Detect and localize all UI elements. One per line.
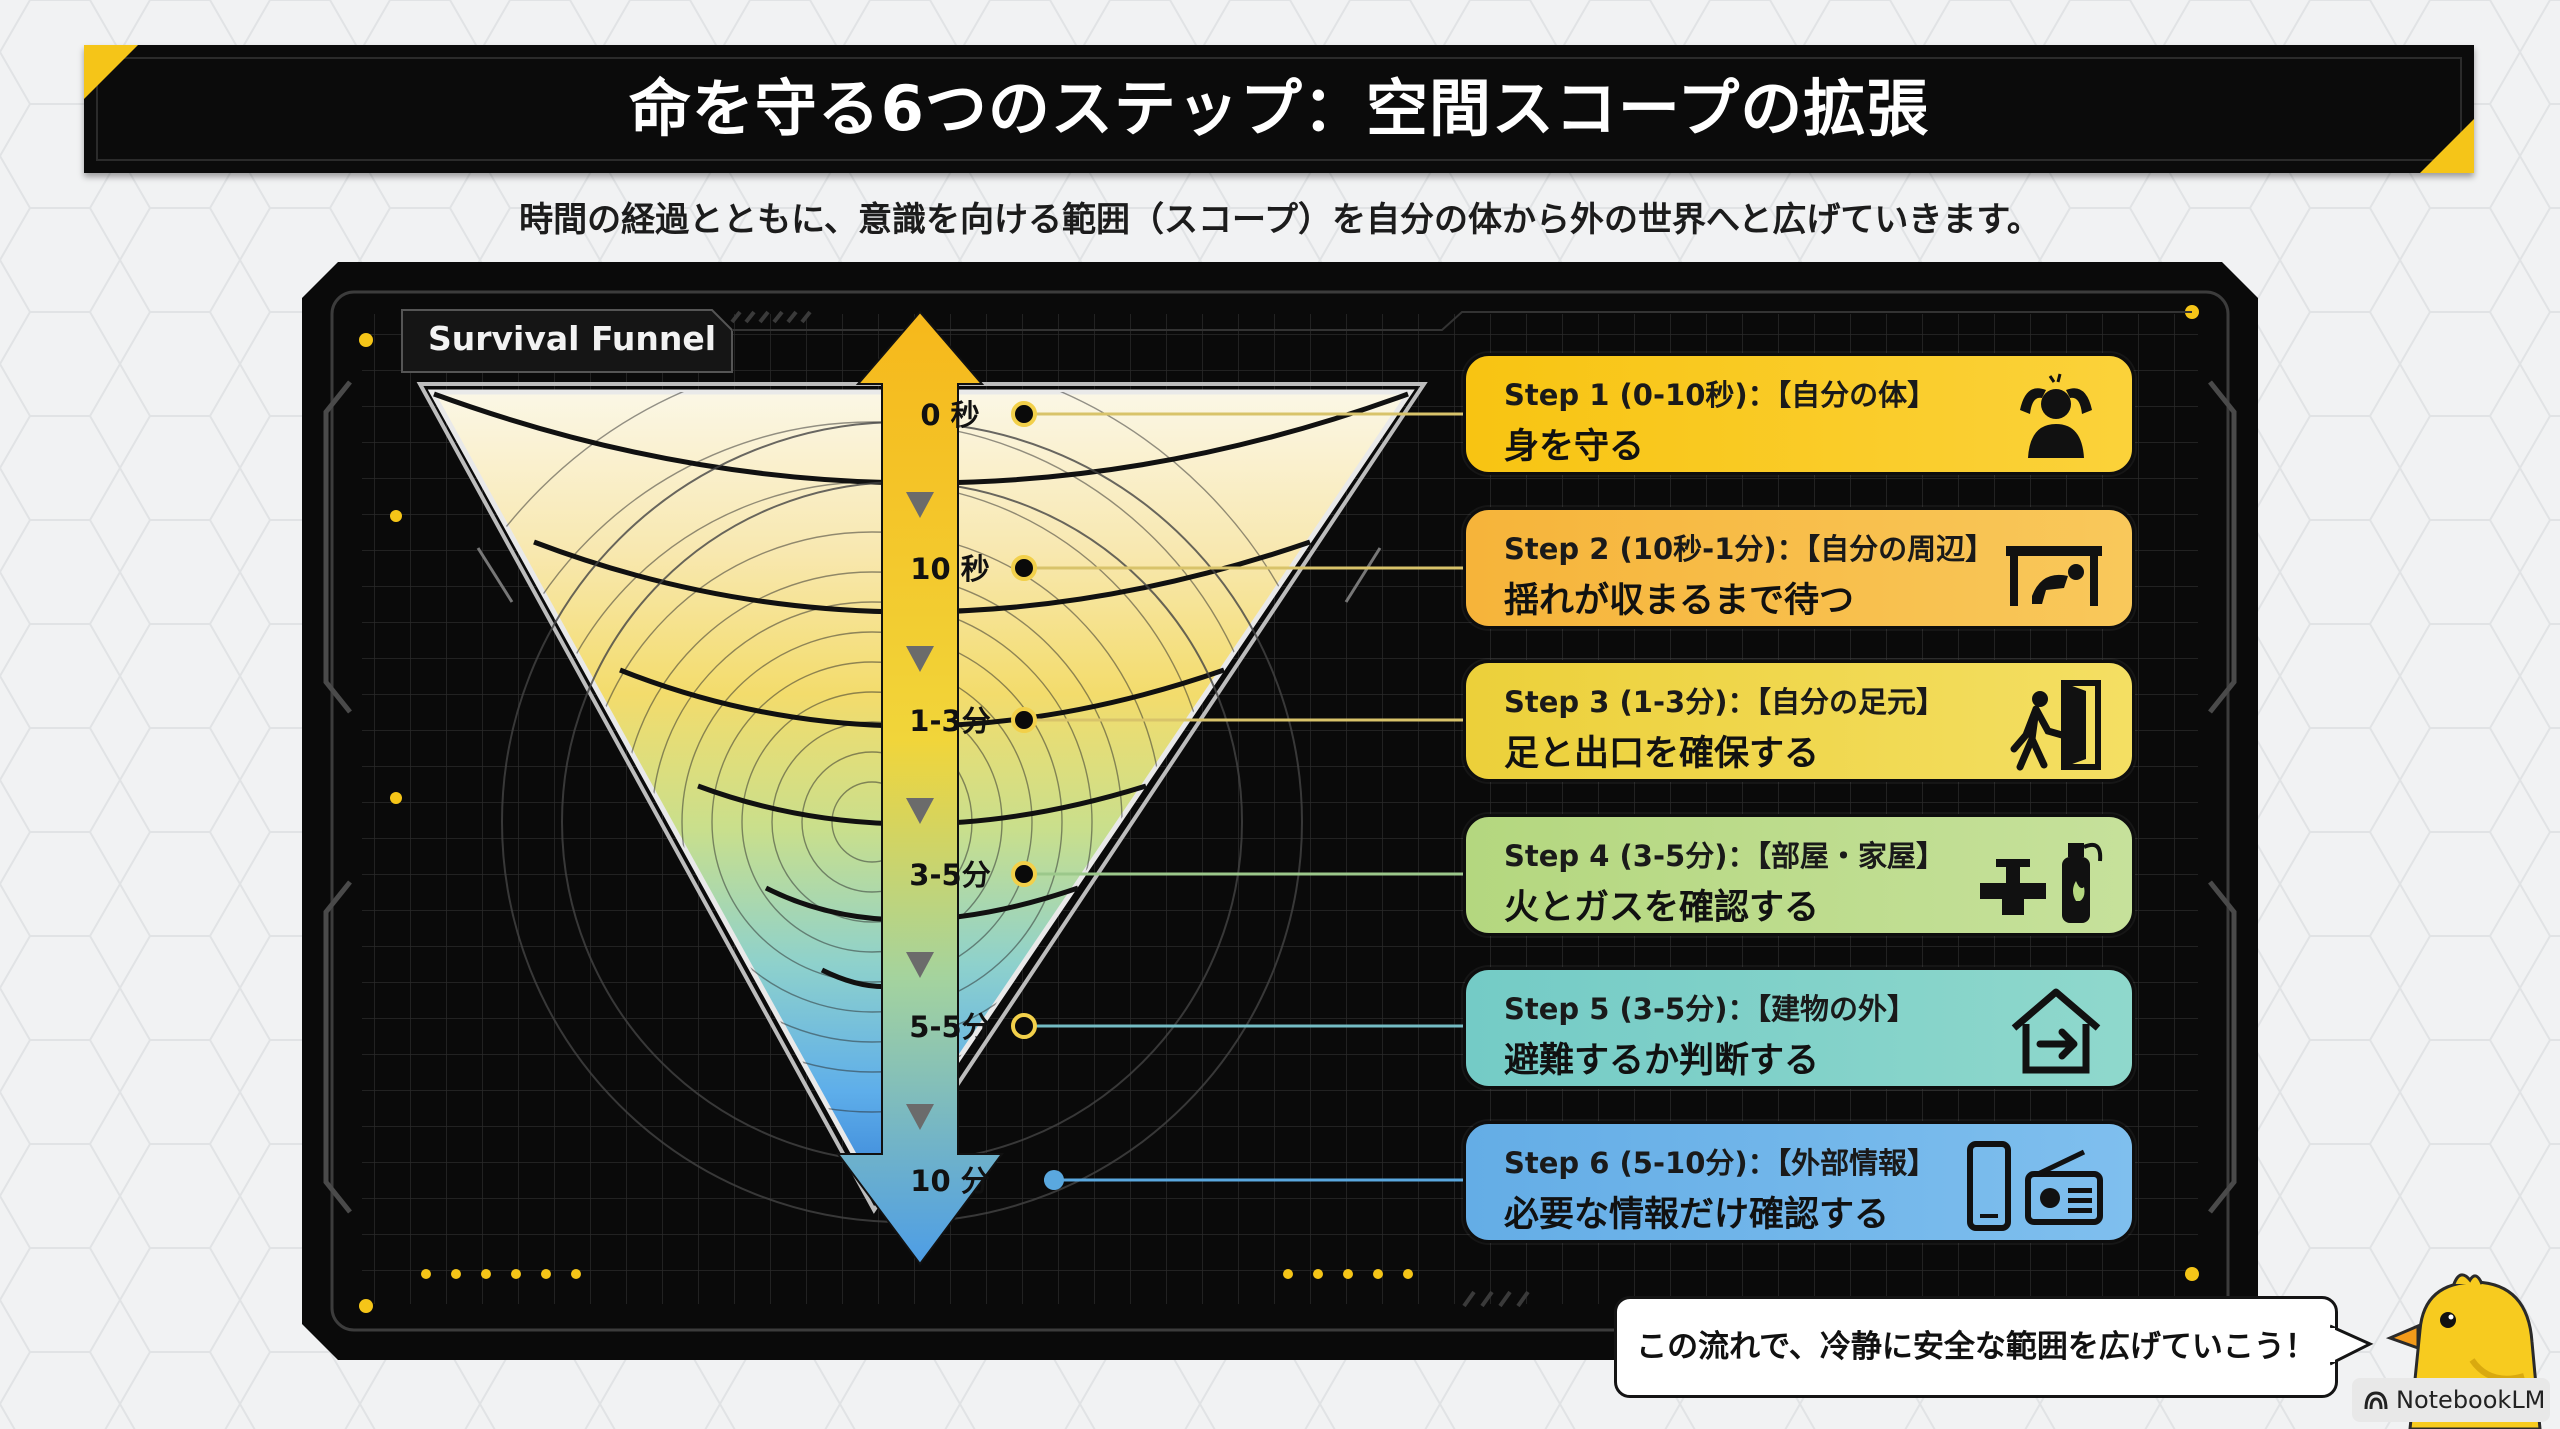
funnel-label: Survival Funnel [428, 319, 717, 358]
step-heading: Step 3 (1-3分)：【自分の足元】 [1504, 685, 1945, 719]
timeline-label-3-5min: 3-5分 [909, 858, 991, 892]
page-title: 命を守る6つのステップ：空間スコープの拡張 [628, 72, 1930, 145]
head-protect-icon [2020, 373, 2092, 458]
title-corner-accent [2420, 119, 2474, 173]
timeline-label-1-3min: 1-3分 [909, 704, 991, 738]
page-subtitle: 時間の経過とともに、意識を向ける範囲（スコープ）を自分の体から外の世界へと広げて… [519, 200, 2041, 240]
step-action: 火とガスを確認する [1504, 888, 1820, 928]
step-heading: Step 6 (5-10分)：【外部情報】 [1504, 1146, 1937, 1180]
step-action: 身を守る [1504, 427, 1645, 467]
step-card-5: Step 5 (3-5分)：【建物の外】 避難するか判断する [1463, 967, 2135, 1089]
step-card-2: Step 2 (10秒-1分)：【自分の周辺】 揺れが収まるまで待つ [1463, 507, 2135, 629]
title-corner-accent [84, 45, 138, 99]
step-heading: Step 5 (3-5分)：【建物の外】 [1504, 992, 1916, 1026]
step-heading: Step 2 (10秒-1分)：【自分の周辺】 [1504, 532, 1995, 566]
house-exit-icon [2011, 988, 2101, 1074]
title-inner-border [96, 57, 2462, 161]
step-card-3: Step 3 (1-3分)：【自分の足元】 足と出口を確保する [1463, 660, 2135, 782]
phone-radio-icon [1967, 1141, 2103, 1231]
timeline-label-5-5min: 5-5分 [909, 1010, 991, 1044]
timeline-label-10s: 10 秒 [910, 552, 990, 586]
step-card-6: Step 6 (5-10分)：【外部情報】 必要な情報だけ確認する [1463, 1121, 2135, 1243]
notebooklm-logo-icon [2364, 1391, 2388, 1410]
step-card-1: Step 1 (0-10秒)：【自分の体】 身を守る [1463, 353, 2135, 475]
step-action: 必要な情報だけ確認する [1504, 1195, 1890, 1235]
exit-door-icon [2010, 680, 2101, 771]
speech-bubble-text: この流れで、冷静に安全な範囲を広げていこう！ [1636, 1329, 2316, 1365]
step-heading: Step 4 (3-5分)：【部屋・家屋】 [1504, 839, 1945, 873]
speech-bubble: この流れで、冷静に安全な範囲を広げていこう！ [1614, 1296, 2338, 1398]
timeline-label-0s: 0 秒 [920, 398, 980, 432]
step-action: 揺れが収まるまで待つ [1504, 581, 1855, 621]
timeline-label-10min: 10 分 [910, 1164, 990, 1198]
step-action: 足と出口を確保する [1504, 734, 1820, 774]
crouch-under-table-icon [2006, 546, 2102, 606]
title-banner: 命を守る6つのステップ：空間スコープの拡張 [84, 45, 2474, 173]
step-action: 避難するか判断する [1504, 1041, 1820, 1081]
step-heading: Step 1 (0-10秒)：【自分の体】 [1504, 378, 1937, 412]
speech-bubble-tail [2330, 1324, 2374, 1366]
step-card-4: Step 4 (3-5分)：【部屋・家屋】 火とガスを確認する [1463, 814, 2135, 936]
gas-valve-extinguisher-icon [1980, 842, 2103, 923]
